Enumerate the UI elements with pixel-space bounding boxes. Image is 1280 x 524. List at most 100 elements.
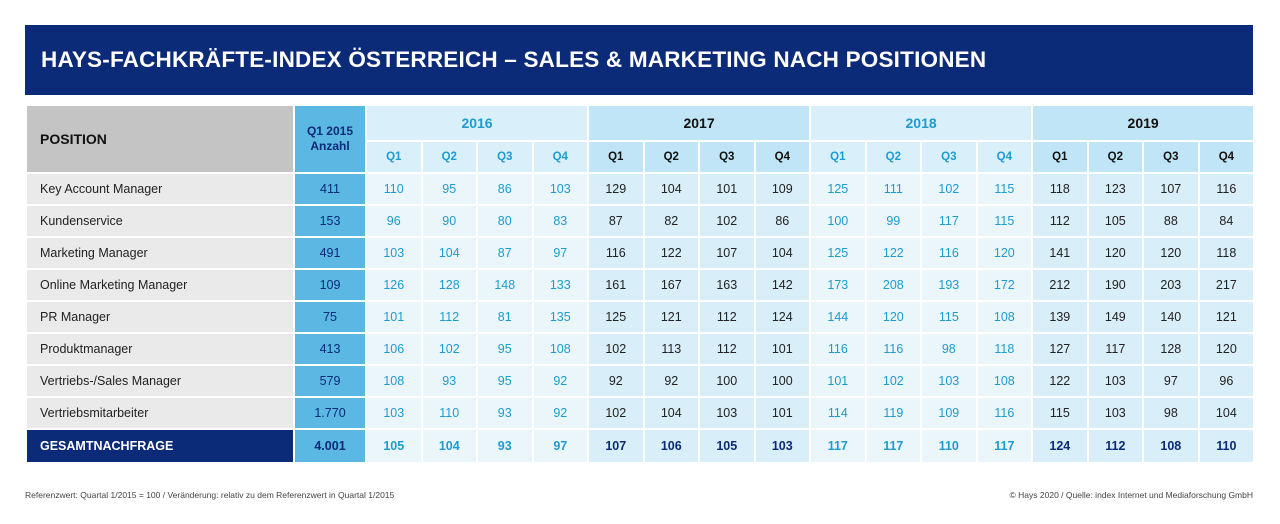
index-value: 217 xyxy=(1197,268,1256,302)
index-value: 117 xyxy=(809,428,867,464)
index-value: 109 xyxy=(753,172,812,206)
position-name: Online Marketing Manager xyxy=(25,268,295,302)
quarter-header: Q1 xyxy=(1031,140,1089,174)
index-value: 104 xyxy=(420,236,478,270)
index-value: 167 xyxy=(642,268,701,302)
index-value: 104 xyxy=(642,172,701,206)
quarter-header: Q4 xyxy=(975,140,1034,174)
index-value: 112 xyxy=(1031,204,1089,238)
index-value: 103 xyxy=(698,396,756,430)
quarter-header: Q2 xyxy=(1086,140,1145,174)
index-value: 82 xyxy=(642,204,701,238)
index-value: 108 xyxy=(975,364,1034,398)
quarter-header: Q2 xyxy=(420,140,478,174)
index-value: 104 xyxy=(753,236,812,270)
index-value: 163 xyxy=(698,268,756,302)
baseline-count: 109 xyxy=(293,268,367,302)
index-value: 105 xyxy=(698,428,756,464)
index-value: 142 xyxy=(753,268,812,302)
index-value: 107 xyxy=(587,428,645,464)
index-value: 115 xyxy=(975,172,1034,206)
index-value: 190 xyxy=(1086,268,1145,302)
index-value: 118 xyxy=(1197,236,1256,270)
index-value: 110 xyxy=(920,428,978,464)
index-value: 120 xyxy=(1197,332,1256,366)
index-value: 125 xyxy=(809,236,867,270)
baseline-count: 75 xyxy=(293,300,367,334)
index-value: 101 xyxy=(753,332,812,366)
index-value: 120 xyxy=(864,300,923,334)
index-value: 103 xyxy=(365,236,423,270)
index-value: 110 xyxy=(365,172,423,206)
index-value: 96 xyxy=(365,204,423,238)
table-row: Kundenservice 153 96 90 80 83 87 82 102 86 100 99 11… xyxy=(25,204,1256,238)
index-value: 109 xyxy=(920,396,978,430)
baseline-count: 4.001 xyxy=(293,428,367,464)
index-value: 117 xyxy=(975,428,1034,464)
index-value: 104 xyxy=(1197,396,1256,430)
index-value: 116 xyxy=(920,236,978,270)
index-value: 161 xyxy=(587,268,645,302)
index-value: 110 xyxy=(420,396,478,430)
index-value: 108 xyxy=(531,332,590,366)
index-value: 80 xyxy=(476,204,534,238)
index-value: 97 xyxy=(531,428,590,464)
index-value: 92 xyxy=(531,396,590,430)
index-value: 97 xyxy=(1142,364,1200,398)
index-value: 81 xyxy=(476,300,534,334)
index-value: 120 xyxy=(1086,236,1145,270)
footnote-reference: Referenzwert: Quartal 1/2015 = 100 / Ver… xyxy=(25,490,395,500)
quarter-header: Q3 xyxy=(920,140,978,174)
index-value: 117 xyxy=(920,204,978,238)
index-table: POSITION Q1 2015 Anzahl 2016 2017 2018 2… xyxy=(25,104,1256,464)
index-value: 203 xyxy=(1142,268,1200,302)
index-value: 102 xyxy=(864,364,923,398)
index-value: 108 xyxy=(365,364,423,398)
index-value: 193 xyxy=(920,268,978,302)
index-value: 87 xyxy=(587,204,645,238)
baseline-count: 153 xyxy=(293,204,367,238)
index-value: 173 xyxy=(809,268,867,302)
quarter-header: Q2 xyxy=(642,140,701,174)
index-value: 125 xyxy=(587,300,645,334)
index-value: 172 xyxy=(975,268,1034,302)
baseline-count: 491 xyxy=(293,236,367,270)
index-value: 102 xyxy=(420,332,478,366)
index-value: 139 xyxy=(1031,300,1089,334)
index-value: 93 xyxy=(476,428,534,464)
quarter-header: Q1 xyxy=(365,140,423,174)
index-value: 115 xyxy=(975,204,1034,238)
index-value: 97 xyxy=(531,236,590,270)
index-value: 103 xyxy=(531,172,590,206)
position-name: Marketing Manager xyxy=(25,236,295,270)
baseline-header-line1: Q1 2015 xyxy=(306,124,354,138)
index-value: 116 xyxy=(587,236,645,270)
quarter-header: Q4 xyxy=(753,140,812,174)
index-value: 102 xyxy=(587,396,645,430)
index-value: 120 xyxy=(1142,236,1200,270)
index-value: 118 xyxy=(1031,172,1089,206)
table-row: PR Manager 75 101 112 81 135 125 121 112 124 144 12… xyxy=(25,300,1256,334)
index-value: 129 xyxy=(587,172,645,206)
index-value: 115 xyxy=(1031,396,1089,430)
index-value: 112 xyxy=(1086,428,1145,464)
index-value: 95 xyxy=(476,364,534,398)
index-value: 102 xyxy=(698,204,756,238)
position-name: Vertriebsmitarbeiter xyxy=(25,396,295,430)
baseline-count: 1.770 xyxy=(293,396,367,430)
index-value: 98 xyxy=(1142,396,1200,430)
index-value: 120 xyxy=(975,236,1034,270)
baseline-count: 413 xyxy=(293,332,367,366)
index-value: 116 xyxy=(809,332,867,366)
index-value: 100 xyxy=(809,204,867,238)
index-value: 148 xyxy=(476,268,534,302)
position-name: Kundenservice xyxy=(25,204,295,238)
index-value: 95 xyxy=(476,332,534,366)
baseline-count: 411 xyxy=(293,172,367,206)
index-value: 122 xyxy=(864,236,923,270)
index-value: 93 xyxy=(420,364,478,398)
quarter-header: Q3 xyxy=(1142,140,1200,174)
total-row: GESAMTNACHFRAGE 4.001 105 104 93 97 107 106 105 1… xyxy=(25,428,1256,464)
quarter-header: Q2 xyxy=(864,140,923,174)
table-row: Marketing Manager 491 103 104 87 97 116 122 107 1… xyxy=(25,236,1256,270)
